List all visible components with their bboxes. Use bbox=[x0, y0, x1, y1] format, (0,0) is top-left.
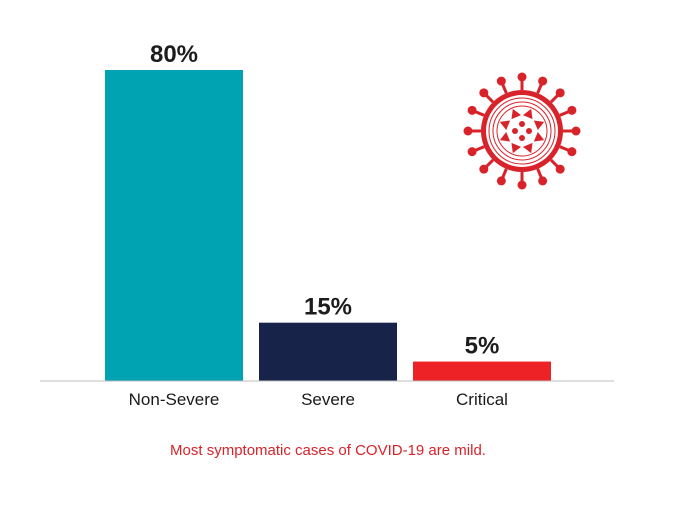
category-label-severe: Severe bbox=[301, 390, 355, 409]
bar-severe bbox=[259, 322, 397, 381]
category-label-non-severe: Non-Severe bbox=[129, 390, 220, 409]
category-label-critical: Critical bbox=[456, 390, 508, 409]
virus-icon bbox=[463, 72, 581, 190]
bars-group: 80% Non-Severe 15% Severe 5% Critical bbox=[105, 41, 551, 409]
bar-critical bbox=[413, 361, 551, 381]
value-label-critical: 5% bbox=[465, 333, 500, 360]
value-label-severe: 15% bbox=[304, 294, 352, 321]
bar-non-severe bbox=[105, 70, 243, 381]
chart-caption: Most symptomatic cases of COVID-19 are m… bbox=[170, 442, 486, 459]
value-label-non-severe: 80% bbox=[150, 41, 198, 68]
